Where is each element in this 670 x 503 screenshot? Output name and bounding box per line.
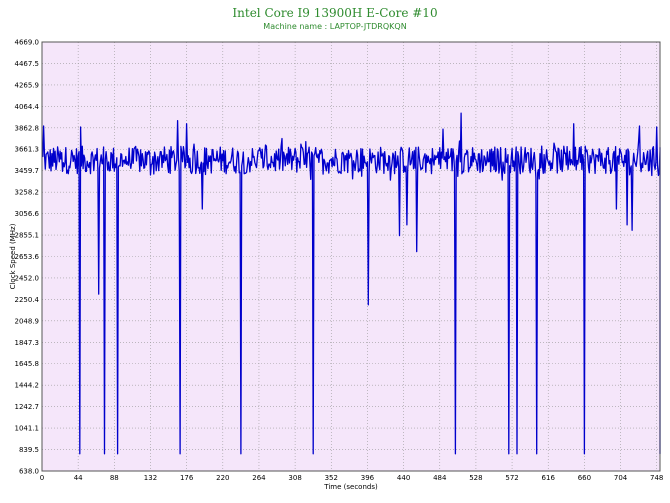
x-axis-label: Time (seconds): [323, 483, 378, 491]
x-tick-label: 484: [433, 474, 447, 482]
y-tick-label: 3258.2: [15, 189, 40, 197]
y-tick-label: 4467.5: [15, 60, 40, 68]
grid: [41, 41, 660, 472]
x-tick-label: 132: [144, 474, 157, 482]
x-tick-label: 88: [110, 474, 119, 482]
chart-subtitle: Machine name : LAPTOP-JTDRQKQN: [263, 22, 406, 31]
x-tick-label: 396: [361, 474, 375, 482]
plot-frame: [41, 41, 661, 472]
x-tick-label: 440: [397, 474, 410, 482]
y-tick-label: 4265.9: [15, 81, 40, 89]
x-tick-label: 44: [74, 474, 83, 482]
series-line: [41, 112, 661, 455]
y-tick-label: 1041.1: [15, 425, 40, 433]
y-axis-label: Clock Speed (MHz): [9, 223, 17, 289]
y-tick-label: 4064.4: [15, 103, 40, 111]
y-tick-label: 1242.7: [15, 403, 40, 411]
x-tick-label: 572: [505, 474, 518, 482]
y-tick-label: 3459.7: [15, 167, 40, 175]
y-tick-label: 2250.4: [15, 296, 40, 304]
y-tick-label: 1645.8: [15, 360, 40, 368]
x-axis: 0 44 88 132 176 220 264 308 352 396 440 484 528 572 61…: [40, 474, 664, 482]
y-tick-label: 2653.6: [15, 253, 40, 261]
x-tick-label: 616: [542, 474, 556, 482]
x-tick-label: 704: [614, 474, 628, 482]
x-tick-label: 308: [288, 474, 301, 482]
y-tick-label: 1444.2: [15, 382, 40, 390]
x-tick-label: 352: [325, 474, 338, 482]
y-tick-label: 2048.9: [15, 317, 40, 325]
y-tick-label: 3862.8: [15, 124, 40, 132]
y-tick-label: 4669.0: [15, 39, 40, 47]
x-tick-label: 176: [180, 474, 194, 482]
y-tick-label: 2452.0: [15, 274, 40, 282]
y-tick-label: 1847.3: [15, 339, 40, 347]
y-tick-label: 3056.6: [15, 210, 40, 218]
x-tick-label: 748: [650, 474, 663, 482]
y-tick-label: 2855.1: [15, 232, 40, 240]
y-tick-label: 3661.3: [15, 146, 40, 154]
chart-title: Intel Core I9 13900H E-Core #10: [232, 6, 437, 20]
x-tick-label: 0: [40, 474, 44, 482]
x-tick-label: 528: [469, 474, 482, 482]
x-tick-label: 220: [216, 474, 229, 482]
y-axis: 638.0 839.5 1041.1 1242.7 1444.2 1645.8 1847.3…: [15, 39, 40, 476]
x-tick-label: 264: [252, 474, 266, 482]
y-tick-label: 638.0: [19, 468, 39, 476]
x-tick-label: 660: [578, 474, 591, 482]
y-tick-label: 839.5: [19, 446, 39, 454]
